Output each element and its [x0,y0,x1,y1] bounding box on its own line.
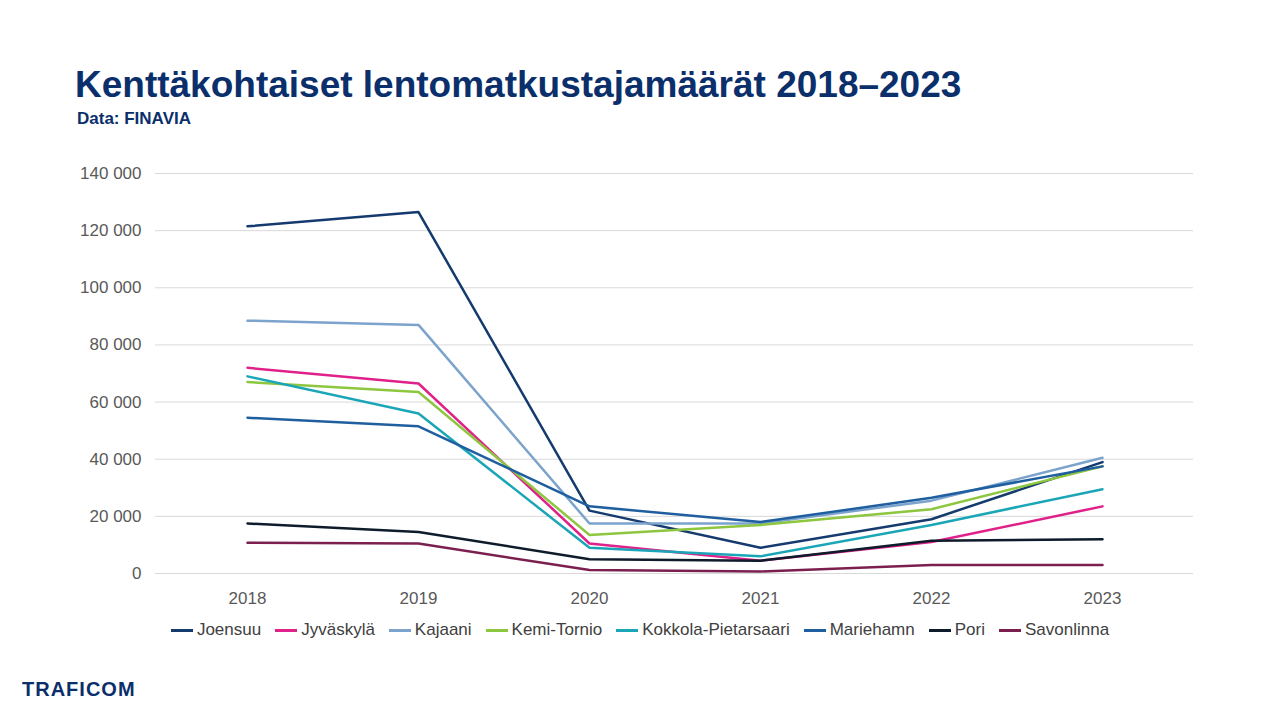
html-text:Data: FINAVIA: Data: FINAVIA [77,109,191,128]
html-text:Jyväskylä: Jyväskylä [301,620,375,639]
html-text:Pori: Pori [954,620,985,639]
html-text:Kokkola-Pietarsaari: Kokkola-Pietarsaari [642,620,790,639]
svg-text:2021: 2021 [742,589,780,608]
svg-text:140 000: 140 000 [80,164,141,183]
svg-text:40 000: 40 000 [90,450,142,469]
html-text:TRAFICOM: TRAFICOM [22,678,136,700]
svg-text:20 000: 20 000 [90,507,142,526]
html-text:Kemi-Tornio: Kemi-Tornio [511,620,603,639]
html-text:Savonlinna: Savonlinna [1025,620,1110,639]
svg-text:2018: 2018 [229,589,267,608]
svg-text:0: 0 [132,564,141,583]
html-text:Mariehamn: Mariehamn [829,620,915,639]
svg-text:60 000: 60 000 [90,393,142,412]
html-text:Joensuu: Joensuu [196,620,262,639]
svg-text:100 000: 100 000 [80,278,141,297]
svg-text:2019: 2019 [400,589,438,608]
svg-text:80 000: 80 000 [90,335,142,354]
svg-text:120 000: 120 000 [80,221,141,240]
html-text:Kajaani: Kajaani [414,620,472,639]
html-text:Kenttäkohtaiset lentomatkustaj: Kenttäkohtaiset lentomatkustajamäärät 20… [75,64,962,105]
svg-text:2023: 2023 [1084,589,1122,608]
svg-text:2020: 2020 [571,589,609,608]
svg-text:2022: 2022 [913,589,951,608]
